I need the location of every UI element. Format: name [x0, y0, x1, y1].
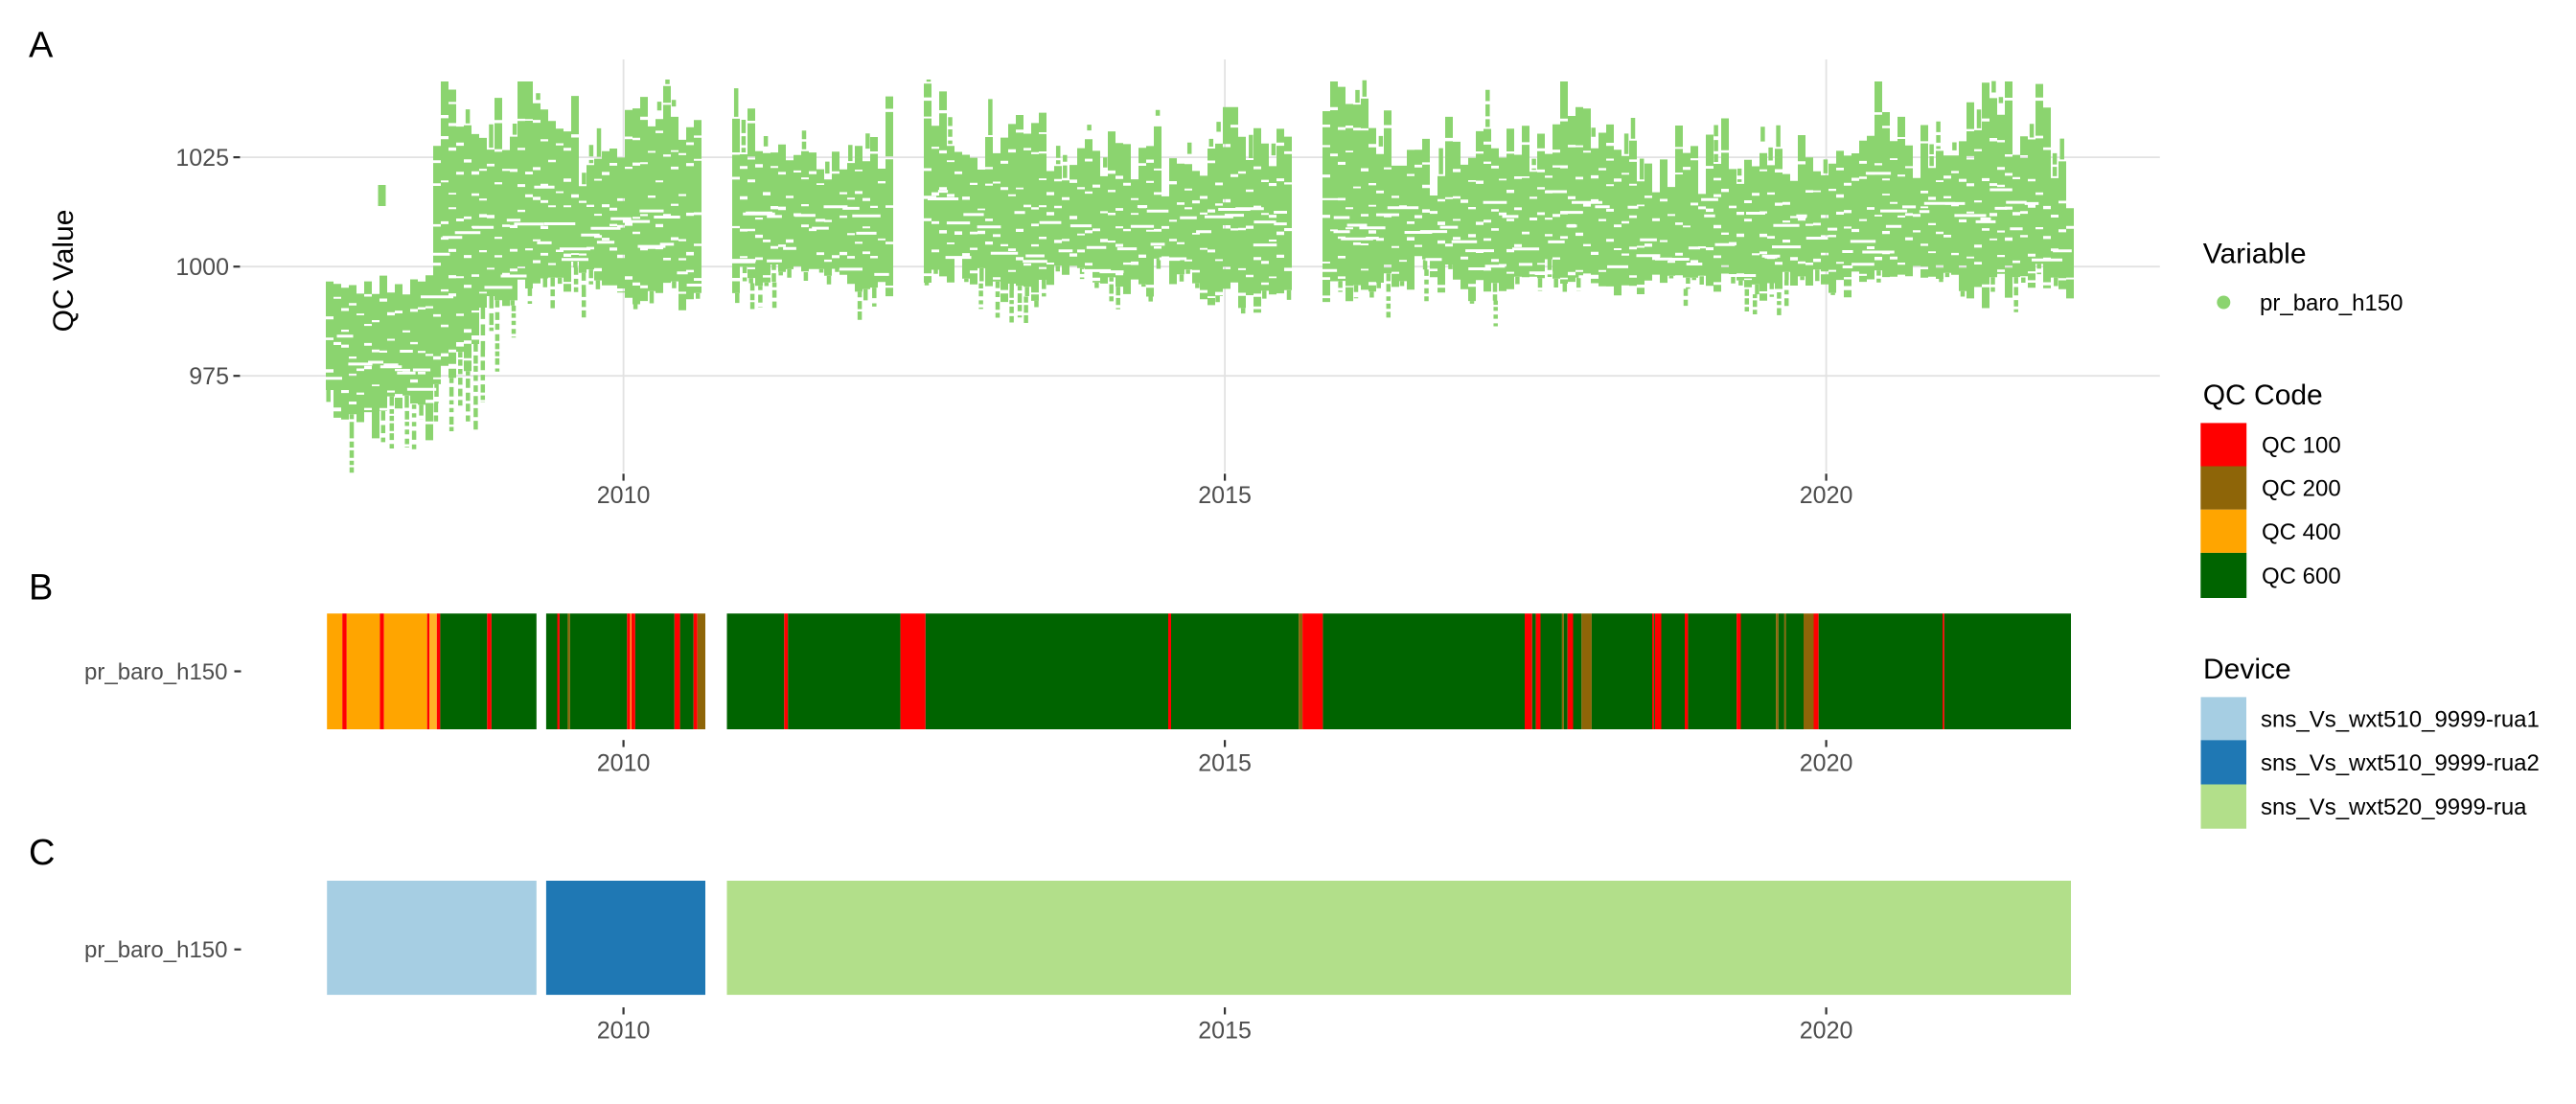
svg-text:1025: 1025	[175, 145, 229, 172]
svg-text:2015: 2015	[1198, 750, 1252, 777]
svg-text:pr_baro_h150: pr_baro_h150	[84, 659, 227, 685]
svg-text:A: A	[29, 26, 54, 66]
svg-text:pr_baro_h150: pr_baro_h150	[2260, 290, 2403, 316]
svg-text:QC Code: QC Code	[2203, 380, 2323, 411]
svg-text:Variable: Variable	[2203, 239, 2307, 270]
svg-text:2015: 2015	[1198, 482, 1252, 509]
svg-text:C: C	[29, 833, 55, 873]
svg-text:2010: 2010	[597, 482, 651, 509]
svg-text:QC 200: QC 200	[2262, 476, 2341, 502]
svg-text:sns_Vs_wxt510_9999-rua2: sns_Vs_wxt510_9999-rua2	[2261, 750, 2540, 776]
svg-text:QC 100: QC 100	[2262, 432, 2341, 458]
svg-text:1000: 1000	[175, 254, 229, 281]
svg-text:sns_Vs_wxt510_9999-rua1: sns_Vs_wxt510_9999-rua1	[2261, 706, 2540, 732]
svg-text:B: B	[29, 568, 53, 609]
svg-text:2020: 2020	[1800, 750, 1853, 777]
svg-text:2010: 2010	[597, 750, 651, 777]
svg-text:2020: 2020	[1800, 1018, 1853, 1045]
svg-text:QC Value: QC Value	[48, 210, 80, 333]
svg-text:2020: 2020	[1800, 482, 1853, 509]
svg-text:pr_baro_h150: pr_baro_h150	[84, 937, 227, 963]
svg-text:QC 600: QC 600	[2262, 564, 2341, 589]
svg-text:Device: Device	[2203, 654, 2291, 685]
svg-text:sns_Vs_wxt520_9999-rua: sns_Vs_wxt520_9999-rua	[2261, 794, 2527, 820]
svg-text:2010: 2010	[597, 1018, 651, 1045]
svg-text:975: 975	[189, 363, 229, 390]
svg-text:2015: 2015	[1198, 1018, 1252, 1045]
svg-text:QC 400: QC 400	[2262, 519, 2341, 545]
